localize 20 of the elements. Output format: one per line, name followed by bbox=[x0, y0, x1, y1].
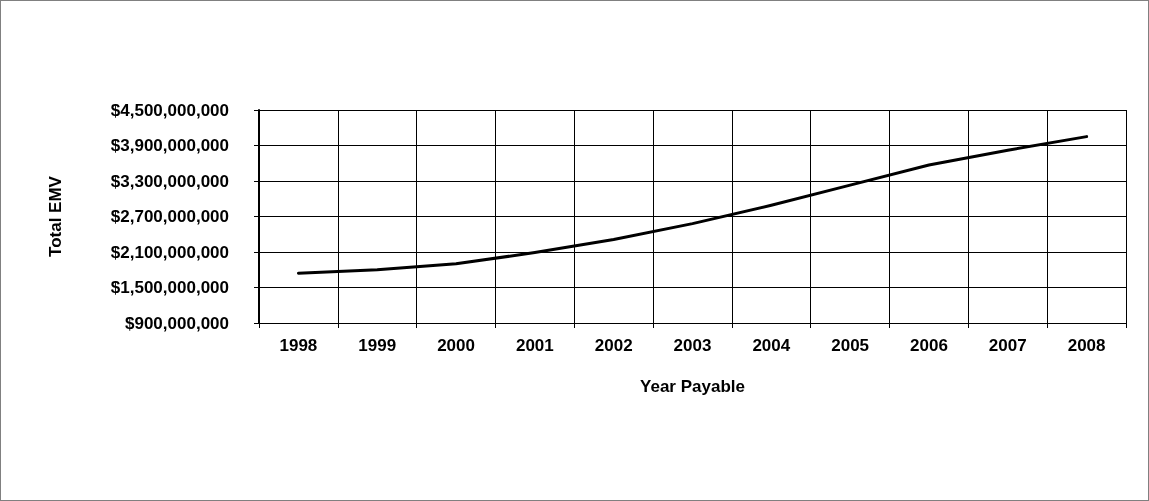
x-tick-label: 2002 bbox=[594, 336, 633, 355]
x-tick-label: 2006 bbox=[910, 336, 948, 355]
x-tick-label: 2007 bbox=[988, 336, 1027, 355]
y-tick-label: $4,500,000,000 bbox=[110, 100, 229, 120]
x-tick-label: 2000 bbox=[437, 336, 475, 355]
x-tick-label: 1998 bbox=[279, 336, 318, 355]
x-tick-label: 2004 bbox=[752, 336, 791, 355]
x-axis-title: Year Payable bbox=[640, 377, 745, 396]
x-tick-label: 2008 bbox=[1067, 336, 1106, 355]
y-tick-label: $3,300,000,000 bbox=[110, 171, 229, 191]
y-axis-title: Total EMV bbox=[46, 175, 65, 257]
y-tick-label: $1,500,000,000 bbox=[110, 278, 229, 297]
x-tick-label: 1999 bbox=[358, 336, 397, 355]
x-tick-label: 2005 bbox=[831, 336, 870, 355]
x-tick-label: 2003 bbox=[673, 336, 712, 355]
y-tick-label: $900,000,000 bbox=[125, 313, 229, 333]
y-tick-label: $3,900,000,000 bbox=[110, 136, 229, 155]
y-tick-label: $2,700,000,000 bbox=[110, 207, 229, 226]
y-tick-label: $2,100,000,000 bbox=[110, 242, 229, 262]
x-tick-label: 2001 bbox=[515, 336, 554, 355]
